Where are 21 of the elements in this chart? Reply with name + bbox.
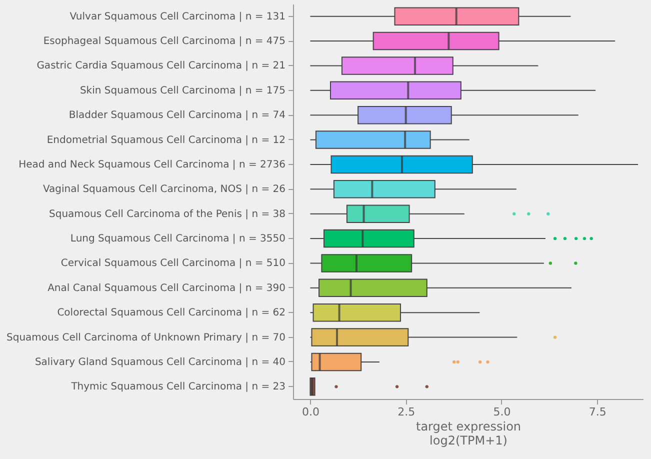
x-tick-label: 5.0 (493, 406, 511, 418)
y-tick-label: Skin Squamous Cell Carcinoma | n = 175 (80, 85, 286, 96)
y-tick-label: Squamous Cell Carcinoma of the Penis | n = 38 (49, 208, 286, 220)
y-tick-label: Colorectal Squamous Cell Carcinoma | n = 62 (57, 308, 286, 319)
y-tick-label: Esophageal Squamous Cell Carcinoma | n = 475 (43, 36, 286, 48)
y-tick-label: Squamous Cell Carcinoma of Unknown Primary | n = 70 (6, 332, 286, 344)
y-tick-label: Salivary Gland Squamous Cell Carcinoma | n = 40 (34, 356, 286, 368)
y-tick-label: Vaginal Squamous Cell Carcinoma, NOS | n = 26 (42, 184, 286, 196)
x-tick-label: 7.5 (588, 406, 606, 418)
x-axis-title: target expression log2(TPM+1) (416, 420, 522, 448)
y-tick-label: Bladder Squamous Cell Carcinoma | n = 74 (68, 110, 286, 122)
y-tick-label: Cervical Squamous Cell Carcinoma | n = 510 (60, 258, 286, 270)
x-tick-label: 2.5 (398, 406, 416, 418)
y-tick-label: Anal Canal Squamous Cell Carcinoma | n = 390 (48, 282, 286, 294)
y-tick-label: Gastric Cardia Squamous Cell Carcinoma | n = 21 (36, 60, 286, 72)
x-tick-label: 0.0 (302, 406, 320, 418)
y-tick-label: Lung Squamous Cell Carcinoma | n = 3550 (70, 234, 286, 245)
y-tick-label: Vulvar Squamous Cell Carcinoma | n = 131 (70, 11, 286, 22)
y-tick-label: Thymic Squamous Cell Carcinoma | n = 23 (70, 382, 286, 393)
y-tick-label: Head and Neck Squamous Cell Carcinoma | n = 2736 (18, 159, 286, 170)
y-tick-label: Endometrial Squamous Cell Carcinoma | n = 12 (46, 134, 286, 146)
